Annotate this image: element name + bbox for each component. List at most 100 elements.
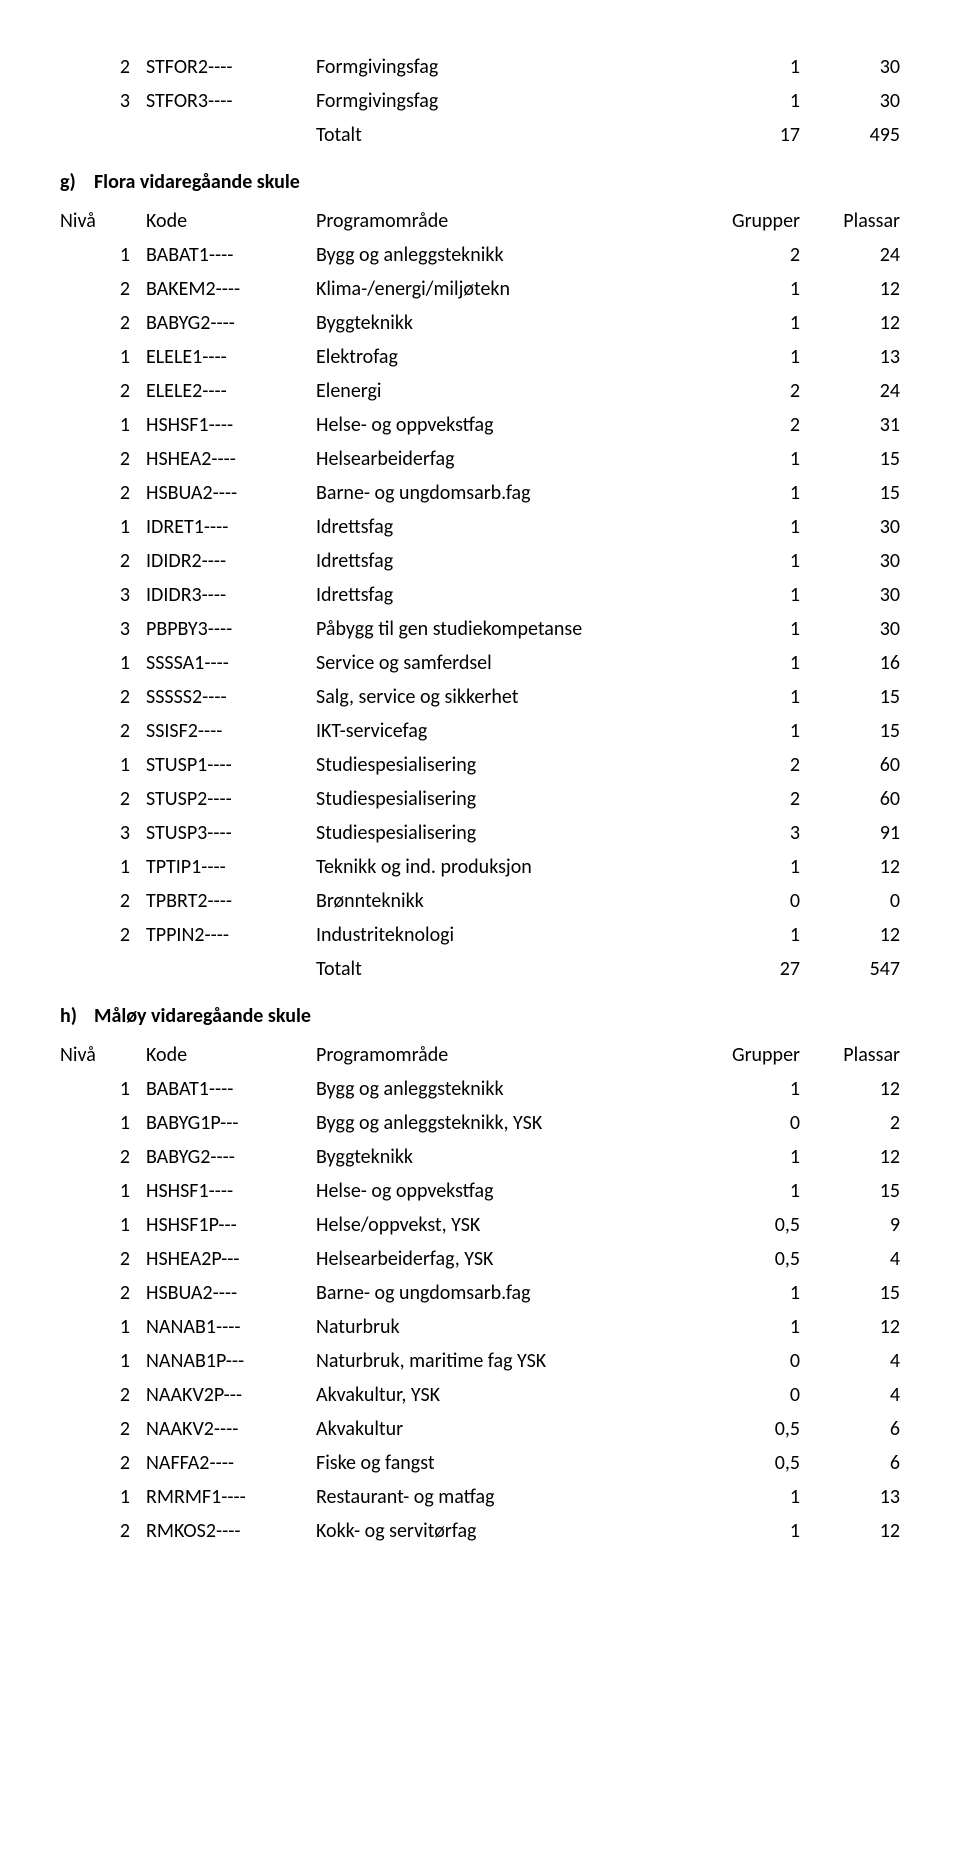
niva-cell: 2: [60, 714, 146, 748]
niva-cell: 2: [60, 544, 146, 578]
niva-cell: 2: [60, 476, 146, 510]
kode-cell: STUSP3----: [146, 816, 316, 850]
kode-cell: SSSSS2----: [146, 680, 316, 714]
grupper-cell: 1: [690, 340, 800, 374]
plassar-cell: 24: [800, 374, 900, 408]
kode-cell: HSHSF1P---: [146, 1208, 316, 1242]
kode-cell: STFOR3----: [146, 84, 316, 118]
grupper-cell: 0,5: [690, 1412, 800, 1446]
prog-cell: Idrettsfag: [316, 544, 690, 578]
plassar-cell: 12: [800, 1072, 900, 1106]
niva-cell: 2: [60, 680, 146, 714]
prog-cell: Programområde: [316, 1038, 690, 1072]
plassar-total: 495: [800, 118, 900, 152]
table-row: 2HSHEA2----Helsearbeiderfag115: [60, 442, 900, 476]
plassar-total: 547: [800, 952, 900, 986]
document-body: 2STFOR2----Formgivingsfag1303STFOR3----F…: [60, 50, 900, 1548]
prog-cell: Formgivingsfag: [316, 50, 690, 84]
table-row: 2BABYG2----Byggteknikk112: [60, 306, 900, 340]
kode-cell: HSHSF1----: [146, 1174, 316, 1208]
table-row: 1SSSSA1----Service og samferdsel116: [60, 646, 900, 680]
prog-cell: Påbygg til gen studiekompetanse: [316, 612, 690, 646]
prog-cell: Elektrofag: [316, 340, 690, 374]
kode-cell: IDRET1----: [146, 510, 316, 544]
niva-cell: 2: [60, 1276, 146, 1310]
niva-cell: 1: [60, 340, 146, 374]
table-row: 1HSHSF1----Helse- og oppvekstfag231: [60, 408, 900, 442]
plassar-cell: 4: [800, 1344, 900, 1378]
prog-cell: Idrettsfag: [316, 578, 690, 612]
plassar-cell: 16: [800, 646, 900, 680]
niva-cell: 2: [60, 1242, 146, 1276]
niva-cell: 3: [60, 578, 146, 612]
plassar-cell: 24: [800, 238, 900, 272]
plassar-cell: 2: [800, 1106, 900, 1140]
table-row: 3STFOR3----Formgivingsfag130: [60, 84, 900, 118]
grupper-cell: 1: [690, 1310, 800, 1344]
kode-cell: STFOR2----: [146, 50, 316, 84]
plassar-cell: 12: [800, 850, 900, 884]
plassar-cell: 12: [800, 272, 900, 306]
plassar-cell: 15: [800, 680, 900, 714]
plassar-cell: 12: [800, 306, 900, 340]
niva-cell: 2: [60, 442, 146, 476]
table-row: 2HSHEA2P---Helsearbeiderfag, YSK0,54: [60, 1242, 900, 1276]
plassar-cell: 15: [800, 442, 900, 476]
plassar-cell: 6: [800, 1446, 900, 1480]
kode-cell: HSBUA2----: [146, 1276, 316, 1310]
prog-cell: Naturbruk, maritime fag YSK: [316, 1344, 690, 1378]
kode-cell: NANAB1P---: [146, 1344, 316, 1378]
prog-cell: Service og samferdsel: [316, 646, 690, 680]
plassar-cell: 9: [800, 1208, 900, 1242]
total-row: Totalt17495: [60, 118, 900, 152]
prog-cell: Salg, service og sikkerhet: [316, 680, 690, 714]
niva-cell: 1: [60, 1174, 146, 1208]
table-row: 1BABAT1----Bygg og anleggsteknikk112: [60, 1072, 900, 1106]
prog-cell: Akvakultur: [316, 1412, 690, 1446]
section-heading: g)Flora vidaregåande skule: [60, 170, 900, 194]
niva-cell: 2: [60, 918, 146, 952]
section-title: Flora vidaregåande skule: [94, 170, 300, 194]
table-row: 2RMKOS2----Kokk- og servitørfag112: [60, 1514, 900, 1548]
table-row: 2BAKEM2----Klima-/energi/miljøtekn112: [60, 272, 900, 306]
prog-cell: Kokk- og servitørfag: [316, 1514, 690, 1548]
kode-cell: BABYG2----: [146, 1140, 316, 1174]
kode-cell: TPTIP1----: [146, 850, 316, 884]
kode-cell: IDIDR3----: [146, 578, 316, 612]
niva-cell: 2: [60, 1514, 146, 1548]
niva-cell: 1: [60, 1344, 146, 1378]
table-row: 2HSBUA2----Barne- og ungdomsarb.fag115: [60, 1276, 900, 1310]
kode-cell: PBPBY3----: [146, 612, 316, 646]
niva-cell: 2: [60, 374, 146, 408]
niva-cell: 3: [60, 84, 146, 118]
kode-cell: IDIDR2----: [146, 544, 316, 578]
plassar-cell: 4: [800, 1378, 900, 1412]
grupper-cell: 1: [690, 1276, 800, 1310]
niva-cell: 1: [60, 748, 146, 782]
kode-cell: RMKOS2----: [146, 1514, 316, 1548]
section-lead: g): [60, 170, 94, 194]
table-row: 2STUSP2----Studiespesialisering260: [60, 782, 900, 816]
table-row: 2ELELE2----Elenergi224: [60, 374, 900, 408]
prog-cell: Helsearbeiderfag, YSK: [316, 1242, 690, 1276]
prog-cell: Helse/oppvekst, YSK: [316, 1208, 690, 1242]
table-row: 3IDIDR3----Idrettsfag130: [60, 578, 900, 612]
plassar-cell: 30: [800, 544, 900, 578]
kode-cell: NAAKV2P---: [146, 1378, 316, 1412]
prog-cell: Helse- og oppvekstfag: [316, 408, 690, 442]
kode-cell: TPPIN2----: [146, 918, 316, 952]
niva-cell: 2: [60, 1446, 146, 1480]
plassar-cell: 30: [800, 510, 900, 544]
table-header-row: NivåKodeProgramområdeGrupperPlassar: [60, 204, 900, 238]
prog-cell: Studiespesialisering: [316, 748, 690, 782]
grupper-cell: 1: [690, 646, 800, 680]
niva-cell: 1: [60, 850, 146, 884]
grupper-cell: Grupper: [690, 204, 800, 238]
grupper-cell: 1: [690, 680, 800, 714]
kode-cell: HSHEA2P---: [146, 1242, 316, 1276]
grupper-cell: 0: [690, 1378, 800, 1412]
table-row: 1NANAB1----Naturbruk112: [60, 1310, 900, 1344]
niva-cell: 1: [60, 1072, 146, 1106]
table-row: 1RMRMF1----Restaurant- og matfag113: [60, 1480, 900, 1514]
plassar-cell: Plassar: [800, 204, 900, 238]
